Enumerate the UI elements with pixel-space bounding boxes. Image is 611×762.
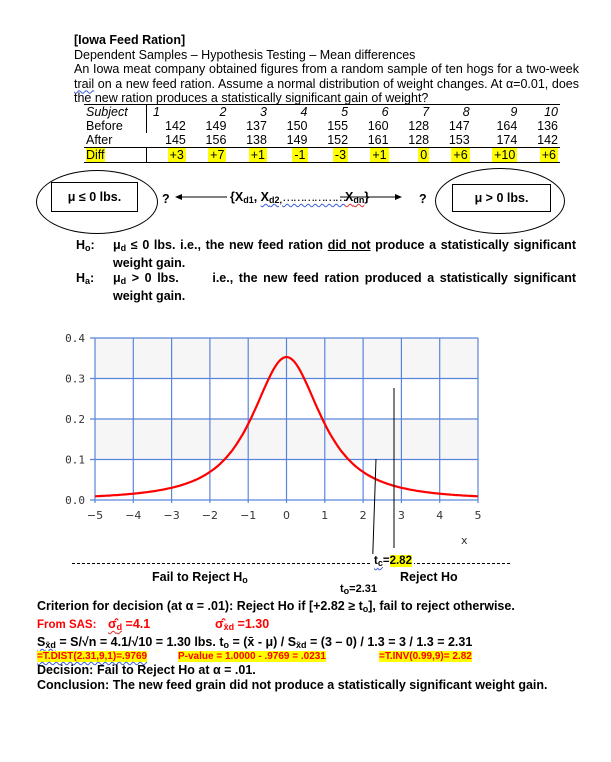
standard-error-calc: Sx̄d = S/√n = 4.1/√10 = 1.30 lbs. to = (…	[37, 635, 473, 650]
t-distribution-chart: 0.0 0.1 0.2 0.3 0.4 −5 −4 −3 −2 −1 0 1 2 3 4 5 x	[65, 332, 482, 560]
excel-pvalue: P-value = 1.0000 - .9769 = .0231	[178, 651, 326, 662]
right-question-mark: ?	[419, 192, 427, 206]
svg-text:0.0: 0.0	[65, 494, 85, 507]
svg-text:−4: −4	[125, 509, 141, 522]
svg-text:0.2: 0.2	[65, 413, 85, 426]
decision: Decision: Fail to Reject Ho at α = .01.	[37, 663, 256, 677]
svg-text:−1: −1	[240, 509, 256, 522]
table-row-after: After 145 156 138 149 152 161 128 153 17…	[84, 133, 560, 148]
rejection-divider	[72, 563, 510, 564]
right-arrow-icon	[340, 194, 402, 200]
svg-text:0.4: 0.4	[65, 332, 85, 345]
sas-output: From SAS:	[37, 619, 97, 631]
decision-criterion: Criterion for decision (at α = .01): Rej…	[37, 599, 515, 614]
svg-text:0.1: 0.1	[65, 454, 85, 467]
critical-value-label: tc=2.82	[372, 554, 414, 571]
svg-text:0.3: 0.3	[65, 373, 85, 386]
fail-region-label: Fail to Reject Ho	[152, 570, 248, 585]
header: [Iowa Feed Ration] Dependent Samples – H…	[74, 33, 579, 106]
doc-title: [Iowa Feed Ration]	[74, 33, 186, 47]
svg-text:0: 0	[283, 509, 290, 522]
svg-text:−2: −2	[202, 509, 218, 522]
excel-tdist: =T.DIST(2.31,9,1)=.9769	[37, 651, 148, 662]
misspelled-word: trail	[74, 76, 95, 91]
svg-text:5: 5	[475, 509, 482, 522]
null-hypothesis-box: μ ≤ 0 lbs.	[51, 182, 138, 212]
svg-text:3: 3	[398, 509, 405, 522]
x-axis-label: x	[461, 534, 468, 547]
hypotheses: Ho: μd ≤ 0 lbs. i.e., the new feed ratio…	[76, 238, 576, 303]
svg-text:1: 1	[321, 509, 328, 522]
alt-hypothesis: Ha: μd > 0 lbs. i.e., the new feed ratio…	[76, 271, 576, 303]
sas-sigma-xd: σ̂x̄d =1.30	[215, 617, 270, 632]
svg-text:−3: −3	[163, 509, 179, 522]
null-hypothesis-oval	[36, 170, 158, 234]
to-marker-line	[372, 458, 377, 560]
sas-sigma-d: σ̂d =4.1	[108, 617, 151, 632]
test-statistic-label: to=2.31	[340, 583, 378, 596]
svg-text:−5: −5	[87, 509, 103, 522]
excel-tinv: =T.INV(0.99,9)= 2.82	[379, 651, 472, 662]
svg-text:2: 2	[360, 509, 367, 522]
table-row-before: Before 142 149 137 150 155 160 128 147 1…	[84, 119, 558, 133]
doc-subtitle: Dependent Samples – Hypothesis Testing –…	[74, 47, 416, 62]
alt-hypothesis-box: μ > 0 lbs.	[452, 184, 551, 212]
table-row-subject: Subject 1 2 3 4 5 6 7 8 9 10	[84, 104, 560, 119]
alt-hypothesis-oval	[435, 168, 565, 234]
conclusion: Conclusion: The new feed grain did not p…	[37, 678, 548, 692]
left-question-mark: ?	[162, 192, 170, 206]
left-arrow-icon	[175, 194, 227, 200]
svg-text:4: 4	[436, 509, 443, 522]
null-hypothesis: Ho: μd ≤ 0 lbs. i.e., the new feed ratio…	[76, 238, 576, 270]
reject-region-label: Reject Ho	[400, 570, 458, 584]
data-table: Subject 1 2 3 4 5 6 7 8 9 10 Before 142 …	[84, 104, 560, 163]
problem-statement: An Iowa meat company obtained figures fr…	[74, 62, 579, 105]
table-row-diff: Diff +3 +7 +1 -1 -3 +1 0 +6 +10 +6	[84, 147, 560, 163]
